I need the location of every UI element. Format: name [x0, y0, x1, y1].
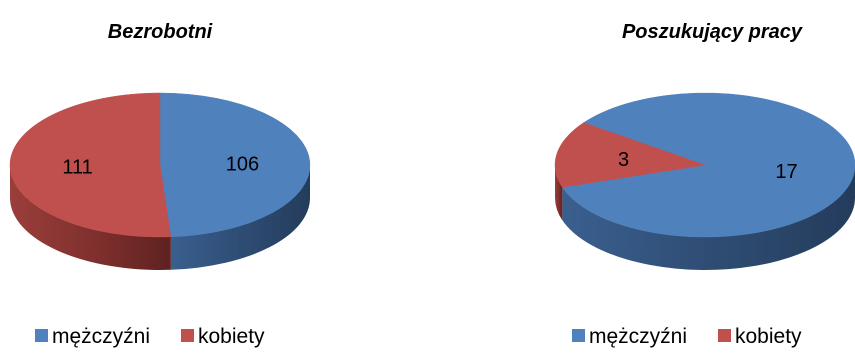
pie-chart-2: 17 3 Poszukujący pracy mężczyźni kobiety: [554, 21, 855, 348]
legend-label: kobiety: [198, 325, 265, 348]
pie-side-kobiety: [555, 165, 563, 221]
legend-label: mężczyźni: [52, 325, 150, 348]
pie-slice-mężczyźni: [561, 92, 855, 238]
legend-swatch: [572, 329, 585, 342]
chart-title: Bezrobotni: [108, 21, 213, 43]
legend: mężczyźni kobiety: [35, 325, 265, 348]
legend-label: mężczyźni: [589, 325, 687, 348]
legend-swatch: [718, 329, 731, 342]
data-label: 106: [226, 154, 259, 176]
chart-title: Poszukujący pracy: [622, 21, 803, 43]
pie-side-kobiety: [10, 165, 171, 270]
data-label: 17: [775, 161, 797, 183]
pie-chart-1: 106 111 Bezrobotni mężczyźni kobiety: [9, 21, 311, 348]
charts-root: 106 111 Bezrobotni mężczyźni kobiety 17 3 Poszu…: [9, 21, 855, 348]
pie-slice-mężczyźni: [159, 92, 311, 238]
pie-slice-kobiety: [554, 122, 706, 188]
legend: mężczyźni kobiety: [572, 325, 802, 348]
pie-slice-kobiety: [9, 92, 172, 238]
legend-swatch: [181, 329, 194, 342]
pie-side-mężczyźni: [562, 165, 855, 270]
pie-side-mężczyźni: [170, 165, 310, 270]
data-label: 3: [618, 149, 629, 171]
pie-sides: [10, 165, 310, 270]
pie-sides: [555, 165, 855, 270]
legend-swatch: [35, 329, 48, 342]
data-label: 111: [62, 156, 92, 178]
legend-label: kobiety: [735, 325, 802, 348]
